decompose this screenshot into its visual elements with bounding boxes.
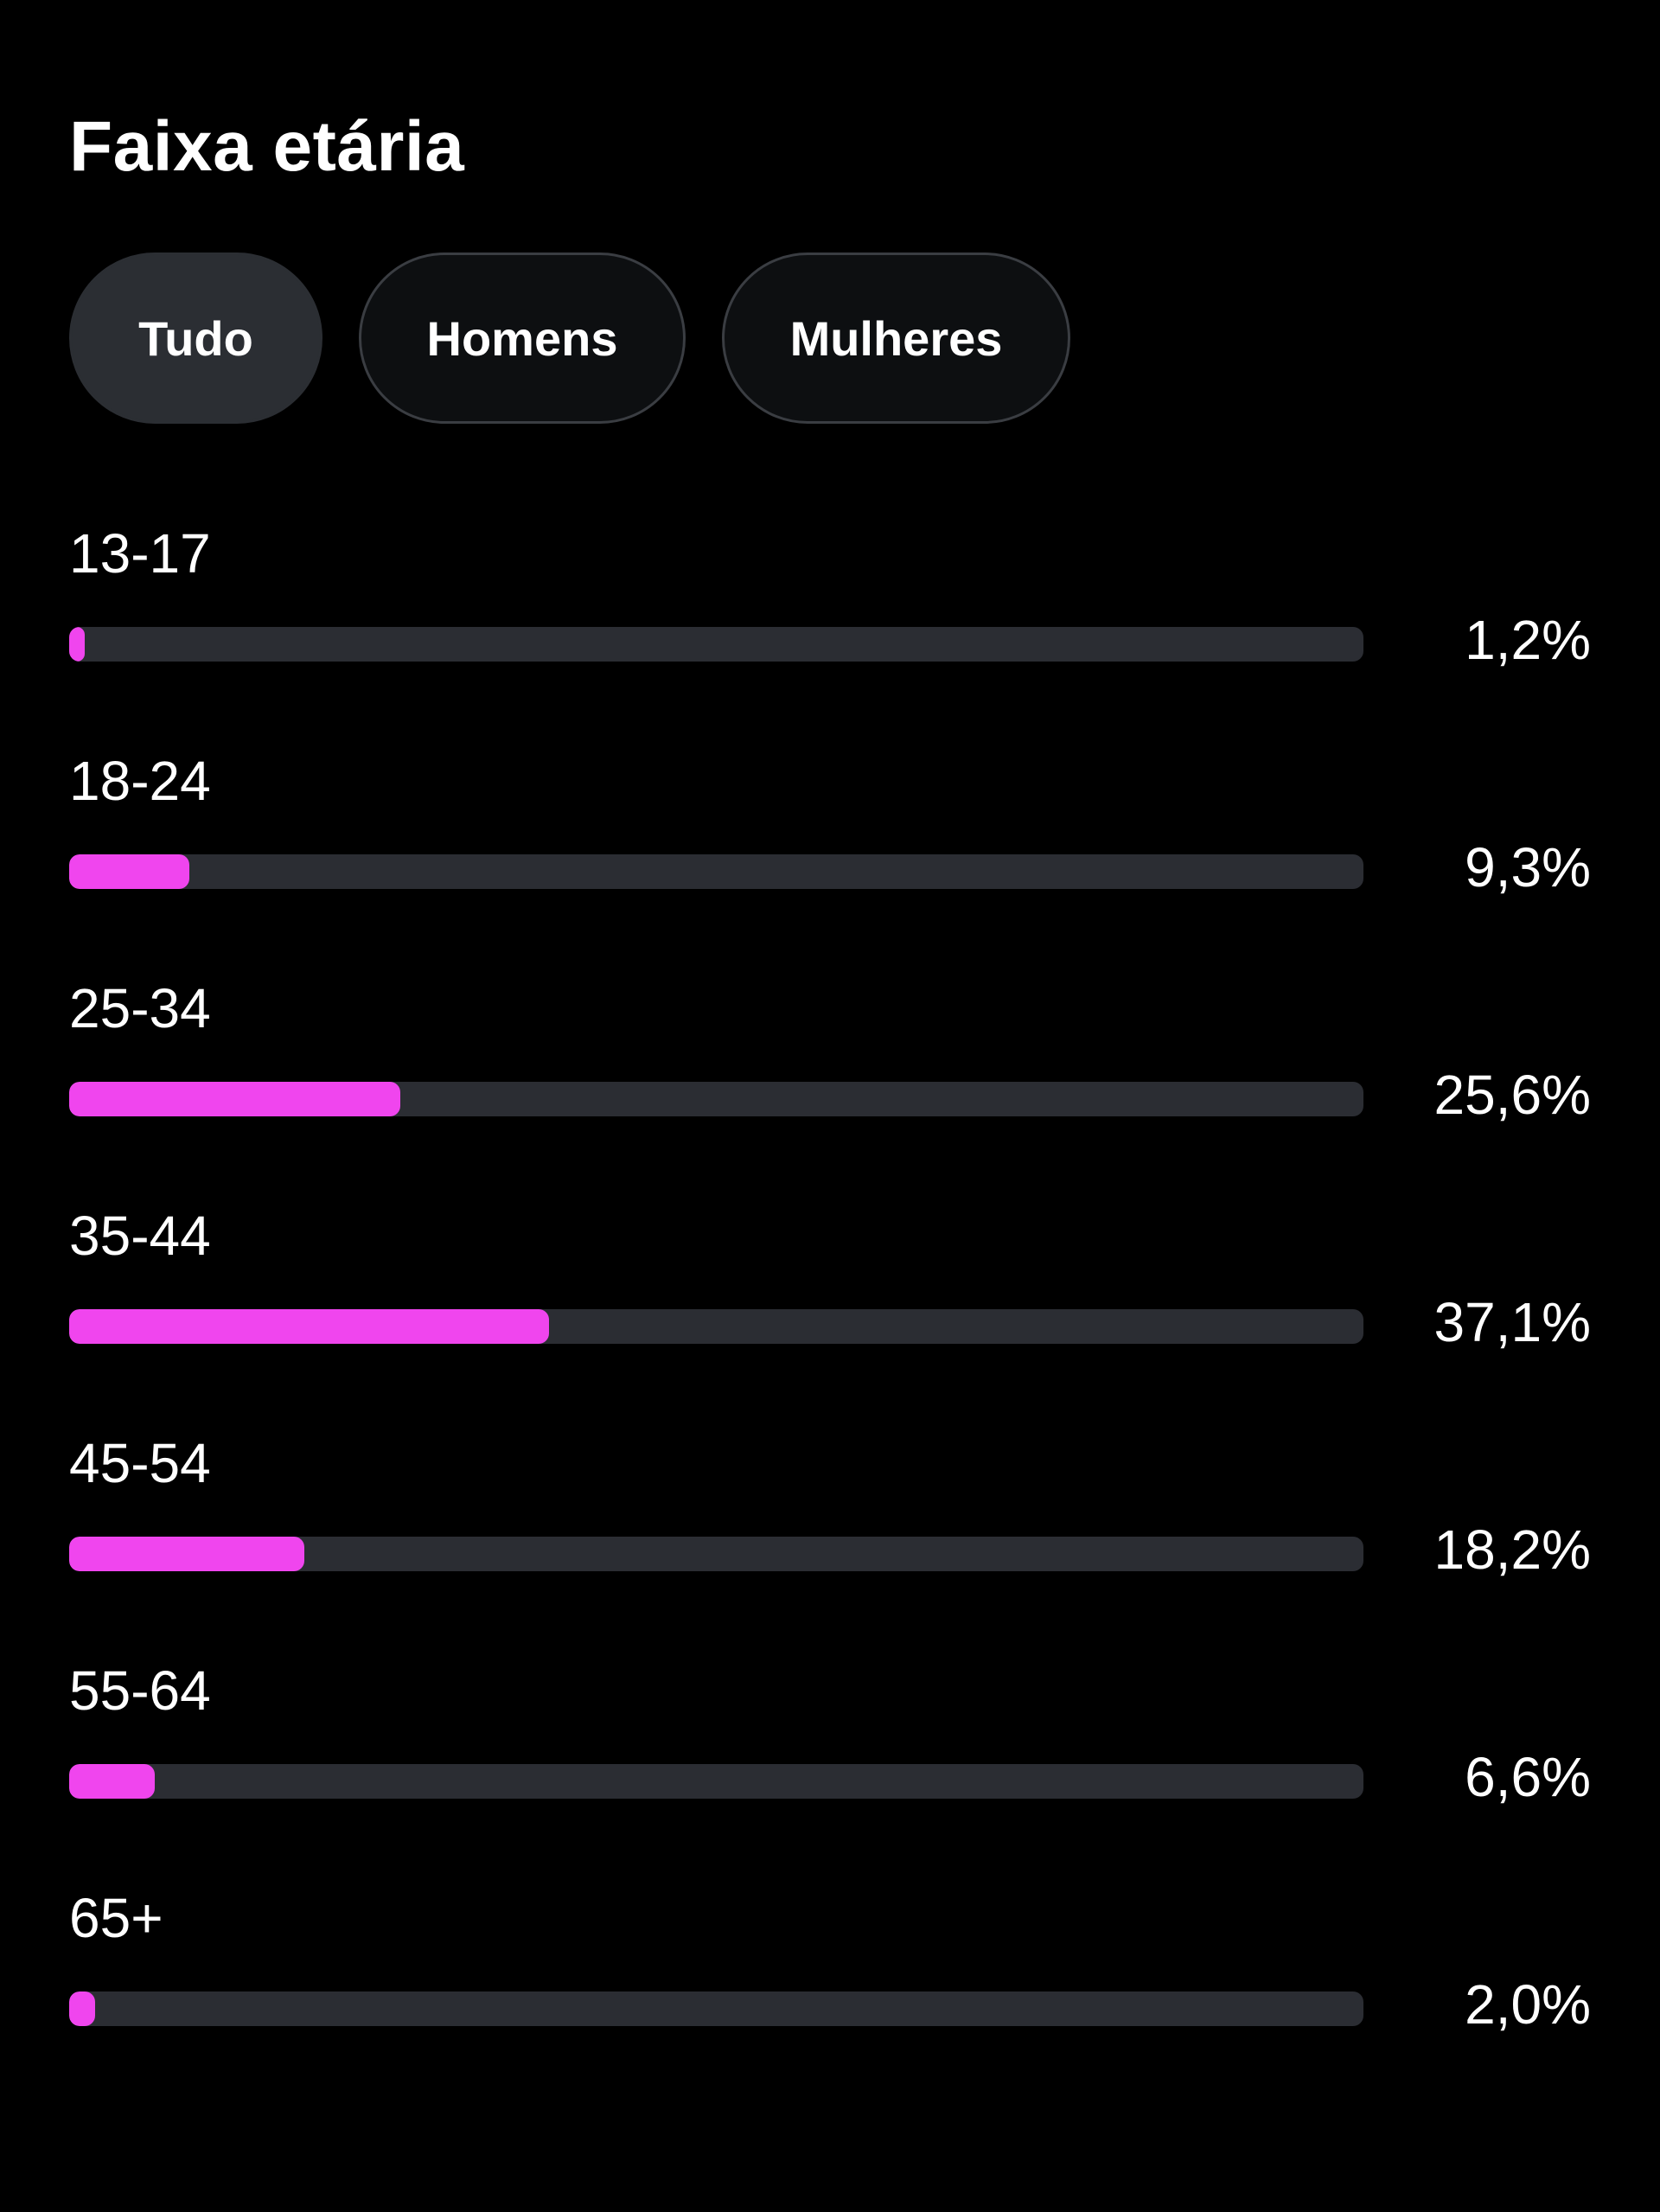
age-range-row: 35-44 37,1% <box>69 1184 1591 1411</box>
age-range-row: 18-24 9,3% <box>69 729 1591 956</box>
bar-fill <box>69 1082 401 1116</box>
bar-fill <box>69 1537 305 1571</box>
bar-fill <box>69 1991 95 2026</box>
age-range-label: 35-44 <box>69 1205 211 1267</box>
age-range-row: 55-64 6,6% <box>69 1639 1591 1866</box>
age-range-label: 13-17 <box>69 522 211 585</box>
bar-fill <box>69 1309 550 1344</box>
bar-track <box>69 1309 1363 1344</box>
percentage-value: 18,2% <box>1433 1518 1591 1581</box>
age-range-row: 25-34 25,6% <box>69 956 1591 1184</box>
percentage-value: 37,1% <box>1433 1291 1591 1353</box>
bar-track <box>69 1082 1363 1116</box>
age-range-label: 65+ <box>69 1887 163 1949</box>
age-range-label: 18-24 <box>69 750 211 812</box>
age-range-label: 55-64 <box>69 1659 211 1722</box>
bar-track <box>69 1537 1363 1571</box>
page-title: Faixa etária <box>69 107 465 186</box>
age-range-label: 25-34 <box>69 977 211 1039</box>
percentage-value: 9,3% <box>1465 836 1591 898</box>
percentage-value: 6,6% <box>1465 1746 1591 1808</box>
percentage-value: 2,0% <box>1465 1973 1591 2036</box>
bar-track <box>69 854 1363 889</box>
age-range-chart: 13-17 1,2% 18-24 9,3% 25-34 25,6% 35-44 37,1% 45… <box>69 502 1591 2094</box>
tab-women[interactable]: Mulheres <box>722 253 1070 424</box>
age-range-row: 45-54 18,2% <box>69 1411 1591 1639</box>
percentage-value: 25,6% <box>1433 1064 1591 1126</box>
bar-fill <box>69 627 85 662</box>
bar-track <box>69 1991 1363 2026</box>
tab-men[interactable]: Homens <box>359 253 686 424</box>
percentage-value: 1,2% <box>1465 609 1591 671</box>
age-range-row: 65+ 2,0% <box>69 1866 1591 2094</box>
tab-all[interactable]: Tudo <box>69 253 322 424</box>
bar-fill <box>69 1764 155 1799</box>
age-range-row: 13-17 1,2% <box>69 502 1591 729</box>
age-range-label: 45-54 <box>69 1432 211 1494</box>
bar-track <box>69 1764 1363 1799</box>
bar-track <box>69 627 1363 662</box>
bar-fill <box>69 854 190 889</box>
